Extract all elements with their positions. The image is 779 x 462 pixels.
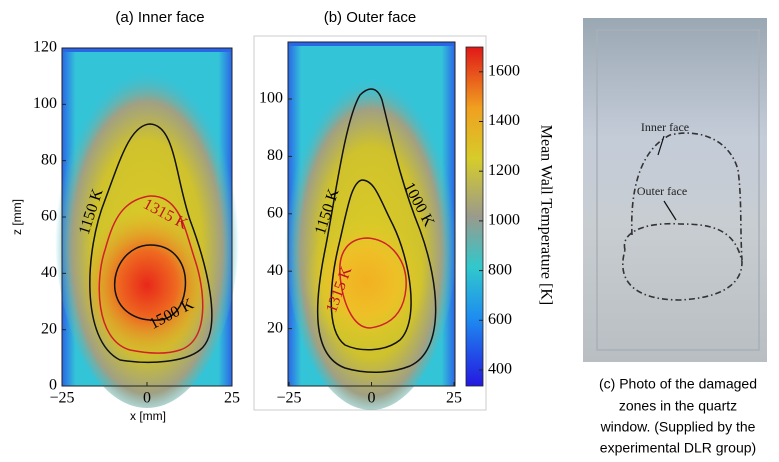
y-tick-label: 80 [267, 147, 283, 164]
heatmap-edge [62, 48, 232, 52]
contour [89, 123, 213, 364]
y-tick-label: 60 [41, 208, 57, 225]
x-axis-label: x [mm] [130, 409, 166, 423]
y-tick-label: 100 [33, 95, 57, 112]
y-tick-label: 80 [41, 151, 57, 168]
y-tick-label: 1400 [488, 112, 520, 129]
y-tick-label: 800 [488, 261, 512, 278]
photo [583, 18, 767, 362]
x-tick-label: 0 [143, 390, 151, 407]
y-tick-label: 20 [41, 320, 57, 337]
damage-outline [630, 132, 743, 261]
caption-line: experimental DLR group) [600, 440, 756, 456]
y-tick-label: 100 [259, 90, 283, 107]
panel-title: (b) Outer face [324, 9, 417, 26]
contour [339, 237, 407, 329]
arrow [663, 200, 677, 221]
heatmap-hot [81, 209, 213, 361]
y-tick-label: 120 [33, 39, 57, 56]
photo-window [596, 29, 760, 351]
photo-label: Inner face [641, 120, 689, 134]
contour [316, 88, 437, 374]
y-tick-label: 20 [267, 319, 283, 336]
y-tick-label: 1600 [488, 62, 520, 79]
y-tick-label: 40 [267, 262, 283, 279]
caption-line: zones in the quartz [619, 398, 737, 414]
contour [98, 195, 204, 354]
photo-label: Outer face [637, 184, 687, 198]
damage-outline [622, 222, 743, 301]
x-tick-label: 25 [446, 390, 462, 407]
panel-title: (a) Inner face [115, 9, 204, 26]
contour [330, 179, 412, 351]
heatmap-edge [288, 42, 455, 46]
arrow [657, 135, 665, 156]
y-tick-label: 600 [488, 311, 512, 328]
y-axis-label: z [mm] [10, 199, 24, 235]
y-tick-label: 0 [49, 377, 57, 394]
x-tick-label: −25 [276, 390, 301, 407]
y-tick-label: 1000 [488, 212, 520, 229]
colorbar-label: Mean Wall Temperature [K] [537, 125, 554, 305]
y-tick-label: 1200 [488, 162, 520, 179]
y-tick-label: 40 [41, 264, 57, 281]
x-tick-label: 25 [224, 390, 240, 407]
x-tick-label: −25 [49, 390, 74, 407]
y-tick-label: 400 [488, 361, 512, 378]
x-tick-label: 0 [368, 390, 376, 407]
colorbar [465, 46, 484, 387]
y-tick-label: 60 [267, 204, 283, 221]
caption-line: window. (Supplied by the [600, 419, 756, 435]
panel-frame [253, 35, 487, 411]
caption-line: (c) Photo of the damaged [599, 376, 757, 392]
contour [114, 244, 187, 321]
